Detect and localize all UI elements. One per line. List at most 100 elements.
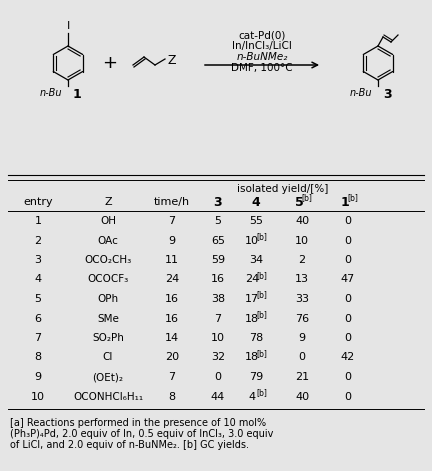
Text: [a] Reactions performed in the presence of 10 mol%: [a] Reactions performed in the presence … [10, 418, 266, 428]
Text: OH: OH [100, 216, 116, 226]
Text: 0: 0 [344, 391, 352, 401]
Text: n-BuNMe₂: n-BuNMe₂ [236, 52, 288, 62]
Text: 9: 9 [35, 372, 41, 382]
Text: entry: entry [23, 197, 53, 207]
Text: time/h: time/h [154, 197, 190, 207]
Text: 0: 0 [299, 352, 305, 363]
Text: cat-Pd(0): cat-Pd(0) [238, 30, 286, 40]
Text: OPh: OPh [98, 294, 118, 304]
Text: 11: 11 [165, 255, 179, 265]
Text: 32: 32 [211, 352, 225, 363]
Text: n-Bu: n-Bu [39, 88, 62, 98]
Text: 3: 3 [383, 88, 392, 101]
Text: 0: 0 [344, 294, 352, 304]
Text: 13: 13 [295, 275, 309, 284]
Text: [b]: [b] [257, 388, 267, 397]
Text: 38: 38 [211, 294, 225, 304]
Text: I: I [67, 21, 70, 31]
Text: 55: 55 [249, 216, 263, 226]
Text: 9: 9 [168, 236, 175, 245]
Text: 4: 4 [248, 391, 256, 401]
Text: SMe: SMe [97, 314, 119, 324]
Text: 5: 5 [35, 294, 41, 304]
Text: 18: 18 [245, 314, 259, 324]
Text: [b]: [b] [257, 271, 267, 280]
Text: +: + [102, 54, 118, 72]
Text: Z: Z [104, 197, 112, 207]
Text: (OEt)₂: (OEt)₂ [92, 372, 124, 382]
Text: 79: 79 [249, 372, 263, 382]
Text: 24: 24 [245, 275, 259, 284]
Text: 16: 16 [165, 294, 179, 304]
Text: 5: 5 [295, 195, 303, 209]
Text: 40: 40 [295, 216, 309, 226]
Text: OCO₂CH₃: OCO₂CH₃ [84, 255, 132, 265]
Text: (Ph₃P)₄Pd, 2.0 equiv of In, 0.5 equiv of InCl₃, 3.0 equiv: (Ph₃P)₄Pd, 2.0 equiv of In, 0.5 equiv of… [10, 429, 273, 439]
Text: In/InCl₃/LiCl: In/InCl₃/LiCl [232, 41, 292, 51]
Text: 18: 18 [245, 352, 259, 363]
Text: 0: 0 [215, 372, 222, 382]
Text: 4: 4 [251, 195, 260, 209]
Text: 4: 4 [35, 275, 41, 284]
Text: 20: 20 [165, 352, 179, 363]
Text: 3: 3 [214, 195, 222, 209]
Text: 0: 0 [344, 372, 352, 382]
Text: 7: 7 [168, 372, 175, 382]
Text: 78: 78 [249, 333, 263, 343]
Text: 7: 7 [35, 333, 41, 343]
Text: [b]: [b] [257, 349, 267, 358]
Text: 17: 17 [245, 294, 259, 304]
Text: 42: 42 [341, 352, 355, 363]
Text: 33: 33 [295, 294, 309, 304]
Text: 5: 5 [215, 216, 222, 226]
Text: 59: 59 [211, 255, 225, 265]
Text: 10: 10 [245, 236, 259, 245]
Text: 1: 1 [340, 195, 349, 209]
Text: 7: 7 [168, 216, 175, 226]
Text: isolated yield/[%]: isolated yield/[%] [237, 184, 329, 194]
Text: 8: 8 [35, 352, 41, 363]
Text: 16: 16 [211, 275, 225, 284]
Text: 14: 14 [165, 333, 179, 343]
Text: [b]: [b] [257, 232, 267, 241]
Text: 76: 76 [295, 314, 309, 324]
Text: 47: 47 [341, 275, 355, 284]
Text: [b]: [b] [348, 194, 359, 203]
Text: [b]: [b] [257, 291, 267, 300]
Text: 0: 0 [344, 314, 352, 324]
Text: OAc: OAc [98, 236, 118, 245]
Text: 1: 1 [73, 88, 82, 101]
Text: Z: Z [168, 54, 177, 66]
Text: 1: 1 [35, 216, 41, 226]
Text: 65: 65 [211, 236, 225, 245]
Text: 24: 24 [165, 275, 179, 284]
Text: 3: 3 [35, 255, 41, 265]
Text: 34: 34 [249, 255, 263, 265]
Text: 10: 10 [295, 236, 309, 245]
Text: Cl: Cl [103, 352, 113, 363]
Text: 10: 10 [31, 391, 45, 401]
Text: n-Bu: n-Bu [349, 88, 372, 98]
Text: 2: 2 [299, 255, 305, 265]
Text: DMF, 100°C: DMF, 100°C [231, 63, 293, 73]
Text: 0: 0 [344, 333, 352, 343]
Text: 7: 7 [214, 314, 222, 324]
Text: 0: 0 [344, 216, 352, 226]
Text: 10: 10 [211, 333, 225, 343]
Text: OCONHCl₆H₁₁: OCONHCl₆H₁₁ [73, 391, 143, 401]
Text: 0: 0 [344, 236, 352, 245]
Text: 16: 16 [165, 314, 179, 324]
Text: 0: 0 [344, 255, 352, 265]
Text: 9: 9 [299, 333, 305, 343]
Text: SO₂Ph: SO₂Ph [92, 333, 124, 343]
Text: [b]: [b] [302, 194, 312, 203]
Text: 21: 21 [295, 372, 309, 382]
Text: 8: 8 [168, 391, 175, 401]
Text: 44: 44 [211, 391, 225, 401]
Text: 2: 2 [35, 236, 41, 245]
Text: of LiCl, and 2.0 equiv of n-BuNMe₂. [b] GC yields.: of LiCl, and 2.0 equiv of n-BuNMe₂. [b] … [10, 440, 249, 450]
Text: 6: 6 [35, 314, 41, 324]
Text: [b]: [b] [257, 310, 267, 319]
Text: OCOCF₃: OCOCF₃ [87, 275, 129, 284]
Text: 40: 40 [295, 391, 309, 401]
